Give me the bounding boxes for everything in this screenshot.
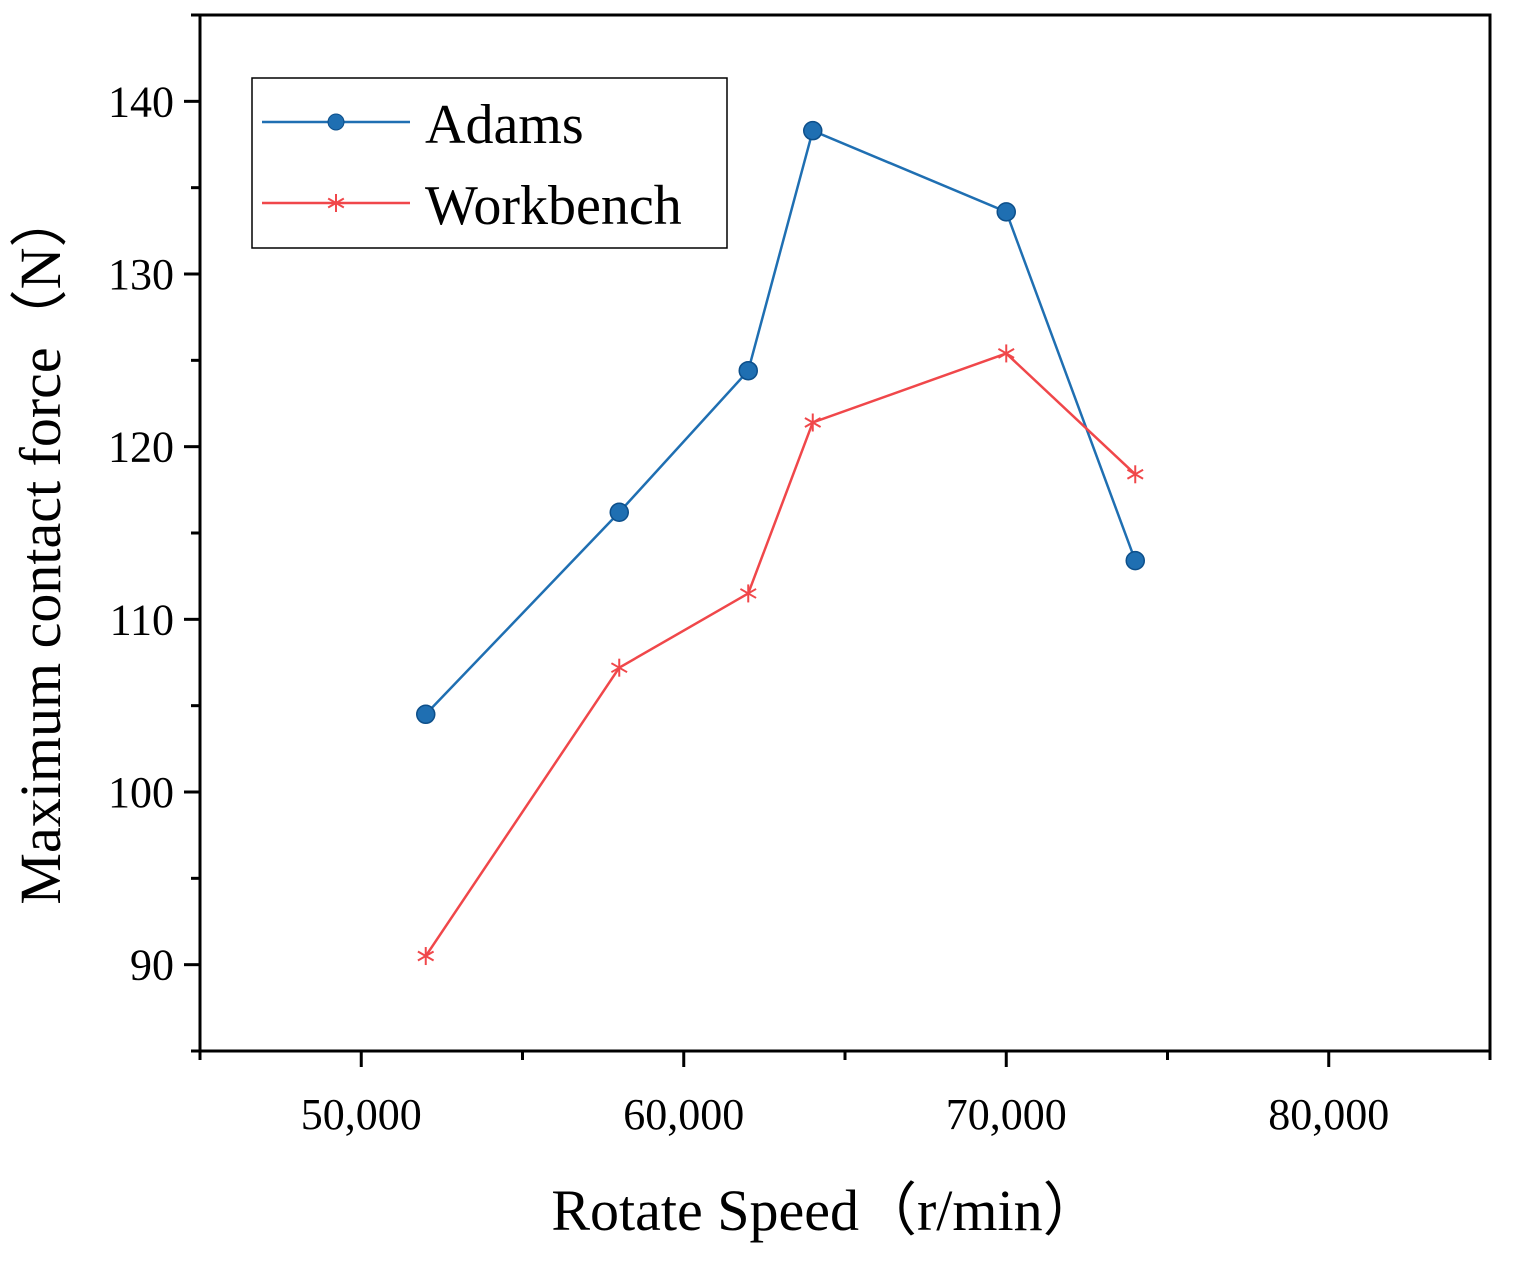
series-workbench — [417, 344, 1144, 966]
y-axis-title: Maximum contact force（N） — [8, 189, 73, 904]
y-tick-label: 100 — [108, 768, 174, 817]
series-line-workbench — [424, 351, 1137, 957]
data-point-adams — [996, 202, 1016, 222]
data-point-workbench — [739, 584, 757, 603]
x-axis: 50,000 60,000 70,000 80,000 — [198, 1051, 1492, 1139]
legend-marker-workbench — [327, 194, 345, 212]
data-point-workbench — [804, 413, 822, 432]
legend-label-workbench: Workbench — [425, 175, 682, 237]
legend-marker-adams — [327, 113, 345, 131]
x-axis-title: Rotate Speed（r/min） — [551, 1178, 1100, 1243]
data-point-adams — [803, 120, 823, 141]
y-tick-label: 120 — [108, 423, 174, 472]
data-point-workbench — [1126, 465, 1144, 484]
legend-asterisk — [327, 194, 345, 212]
data-point-adams — [416, 704, 436, 725]
series-adams — [416, 120, 1145, 725]
data-point-adams — [1125, 550, 1145, 571]
series-layer — [416, 120, 1145, 966]
y-tick-label: 140 — [108, 77, 174, 126]
x-tick-label: 70,000 — [946, 1090, 1067, 1139]
data-point-workbench — [417, 947, 435, 966]
data-point-workbench — [610, 658, 628, 677]
x-tick-label: 50,000 — [301, 1090, 422, 1139]
data-point-adams — [609, 502, 629, 523]
legend: Adams Workbench — [251, 77, 728, 249]
legend-label-adams: Adams — [425, 94, 584, 156]
legend-box — [251, 77, 728, 249]
x-tick-label: 60,000 — [623, 1090, 744, 1139]
data-point-workbench — [997, 344, 1015, 363]
y-tick-label: 130 — [108, 250, 174, 299]
x-tick-label: 80,000 — [1268, 1090, 1389, 1139]
series-line-adams — [424, 128, 1137, 716]
y-tick-label: 90 — [130, 941, 174, 990]
y-axis: 90 100 110 120 130 140 — [108, 13, 200, 1053]
data-point-adams — [738, 360, 758, 381]
y-tick-label: 110 — [110, 595, 174, 644]
